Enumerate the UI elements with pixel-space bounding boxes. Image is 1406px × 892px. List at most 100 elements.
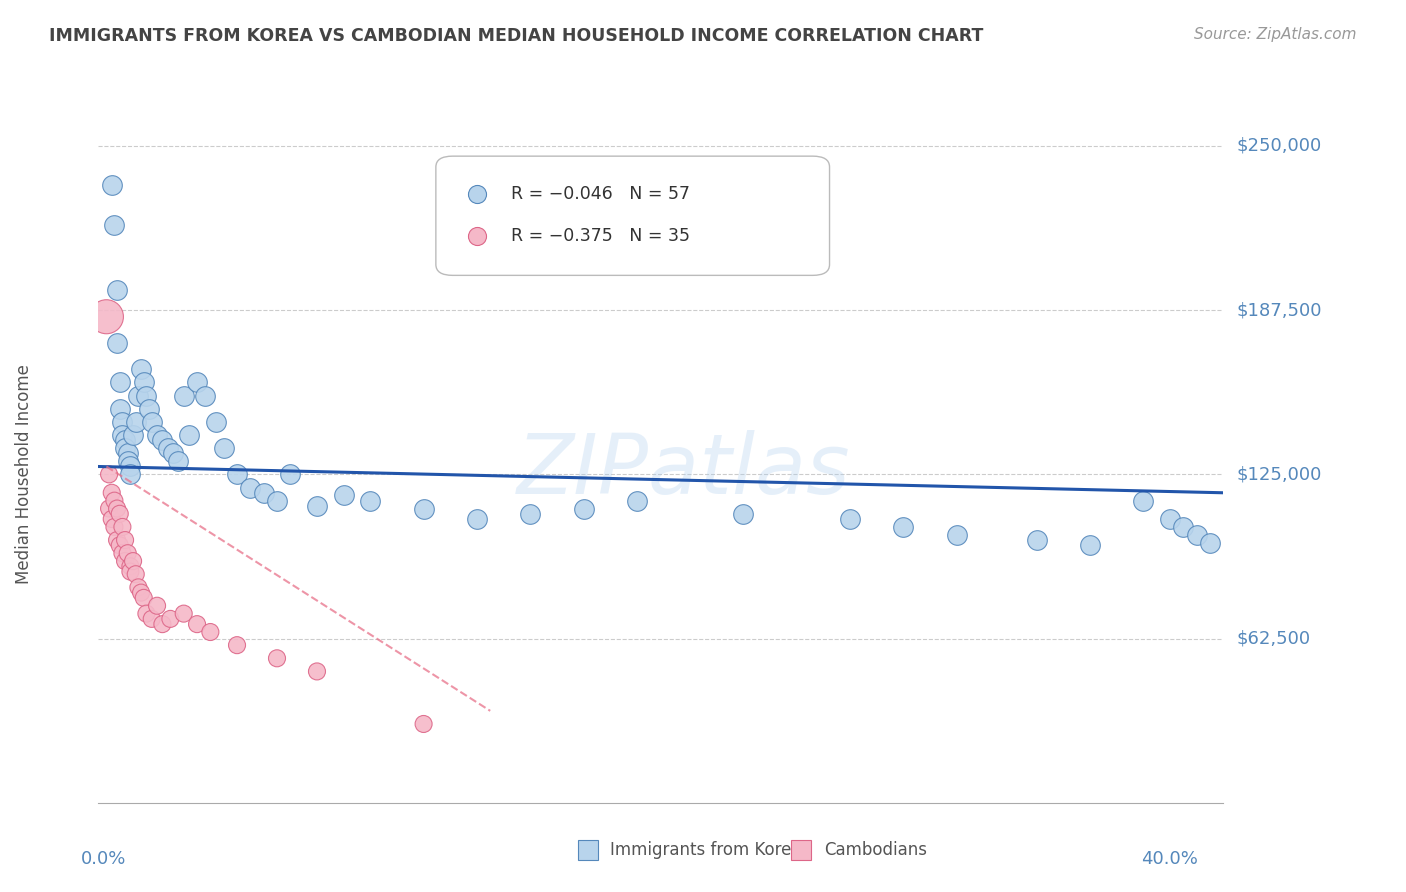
Point [626,493,648,508]
Text: 0.0%: 0.0% [82,850,127,868]
Point [305,665,328,679]
Point [98,501,121,516]
Point [141,415,163,429]
Point [141,612,163,626]
Point [100,512,122,526]
Text: R = −0.046   N = 57: R = −0.046 N = 57 [512,186,690,203]
Point [412,717,434,731]
Point [572,501,595,516]
Point [111,520,134,534]
Point [105,501,128,516]
Point [132,591,155,605]
Text: R = −0.375   N = 35: R = −0.375 N = 35 [512,227,690,244]
Text: ZIPatlas: ZIPatlas [516,430,851,511]
Text: Immigrants from Korea: Immigrants from Korea [610,841,801,859]
Point [111,428,134,442]
Point [200,625,222,640]
Text: IMMIGRANTS FROM KOREA VS CAMBODIAN MEDIAN HOUSEHOLD INCOME CORRELATION CHART: IMMIGRANTS FROM KOREA VS CAMBODIAN MEDIA… [49,27,984,45]
Point [127,580,149,594]
Point [108,507,131,521]
Point [117,546,139,560]
Point [129,362,152,376]
Point [98,467,121,482]
Point [150,434,173,448]
Point [204,415,226,429]
Point [120,559,142,574]
Point [117,446,139,460]
Point [100,485,122,500]
Point [120,459,142,474]
Point [114,554,136,568]
Text: $62,500: $62,500 [1236,630,1310,648]
Point [1025,533,1047,547]
Point [103,520,125,534]
Point [226,467,249,482]
Point [332,488,354,502]
Point [305,499,328,513]
Point [173,388,195,402]
Text: $187,500: $187,500 [1236,301,1322,319]
Point [125,567,148,582]
Point [839,512,862,526]
Point [105,336,128,351]
Point [186,617,208,632]
Point [146,599,169,613]
Point [111,415,134,429]
Point [1185,528,1208,542]
Point [120,467,142,482]
Point [117,454,139,468]
Point [266,651,288,665]
Point [1078,538,1101,552]
Point [278,467,301,482]
Text: Cambodians: Cambodians [824,841,927,859]
Point [129,585,152,599]
Point [146,428,169,442]
Point [412,501,434,516]
Point [253,485,276,500]
Point [114,434,136,448]
Text: 40.0%: 40.0% [1142,850,1198,868]
Point [1199,535,1222,549]
Point [122,428,145,442]
Point [162,446,184,460]
Text: $125,000: $125,000 [1236,466,1322,483]
Point [239,481,262,495]
Point [212,441,235,455]
Point [100,178,122,193]
Point [1173,520,1195,534]
Text: Median Household Income: Median Household Income [15,365,32,584]
Point [122,554,145,568]
Point [105,284,128,298]
Point [194,388,217,402]
Point [465,512,488,526]
Point [150,617,173,632]
Point [173,607,195,621]
Point [108,401,131,416]
Point [945,528,967,542]
Point [177,428,200,442]
Text: $250,000: $250,000 [1236,137,1322,155]
Point [103,493,125,508]
Point [893,520,915,534]
Point [114,533,136,547]
Point [135,607,157,621]
Text: Source: ZipAtlas.com: Source: ZipAtlas.com [1194,27,1357,42]
Point [1159,512,1181,526]
Point [733,507,755,521]
Point [1132,493,1154,508]
Point [159,612,181,626]
Point [132,376,155,390]
Point [103,218,125,232]
Point [108,538,131,552]
Point [167,454,190,468]
Point [105,533,128,547]
Point [127,388,149,402]
Point [186,376,208,390]
Point [519,507,541,521]
Point [114,441,136,455]
Point [125,415,148,429]
Point [156,441,179,455]
Point [120,565,142,579]
Point [138,401,160,416]
Point [359,493,381,508]
